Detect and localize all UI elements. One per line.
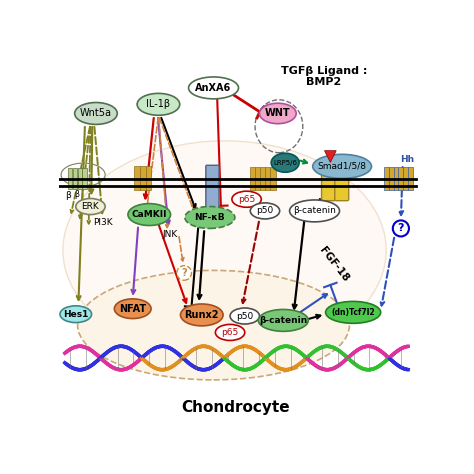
FancyBboxPatch shape bbox=[403, 167, 408, 190]
Ellipse shape bbox=[177, 265, 191, 280]
FancyBboxPatch shape bbox=[398, 167, 403, 190]
FancyBboxPatch shape bbox=[265, 167, 271, 190]
Text: ?: ? bbox=[398, 223, 404, 233]
Text: Wnt5a: Wnt5a bbox=[80, 109, 112, 118]
Text: WNT: WNT bbox=[265, 109, 291, 118]
FancyBboxPatch shape bbox=[146, 166, 152, 190]
FancyBboxPatch shape bbox=[73, 168, 77, 189]
Text: AnXA6: AnXA6 bbox=[195, 83, 232, 93]
Text: p50: p50 bbox=[236, 311, 254, 320]
Text: Runx2: Runx2 bbox=[184, 310, 219, 320]
Text: Smad1/5/8: Smad1/5/8 bbox=[318, 162, 366, 171]
Ellipse shape bbox=[114, 299, 151, 319]
Text: Chondrocyte: Chondrocyte bbox=[181, 400, 290, 415]
Ellipse shape bbox=[393, 220, 409, 237]
Ellipse shape bbox=[75, 102, 117, 124]
FancyBboxPatch shape bbox=[321, 169, 336, 201]
FancyBboxPatch shape bbox=[134, 166, 140, 190]
Text: NF-κB: NF-κB bbox=[194, 213, 225, 222]
FancyBboxPatch shape bbox=[389, 167, 393, 190]
FancyBboxPatch shape bbox=[271, 167, 275, 190]
Ellipse shape bbox=[259, 103, 296, 124]
Text: Hes1: Hes1 bbox=[63, 310, 89, 319]
Ellipse shape bbox=[78, 270, 349, 380]
Text: PI3K: PI3K bbox=[93, 219, 112, 228]
FancyBboxPatch shape bbox=[408, 167, 413, 190]
Ellipse shape bbox=[232, 191, 261, 207]
FancyBboxPatch shape bbox=[68, 168, 73, 189]
FancyBboxPatch shape bbox=[140, 166, 146, 190]
Ellipse shape bbox=[76, 199, 105, 215]
Ellipse shape bbox=[313, 155, 372, 178]
Ellipse shape bbox=[230, 308, 259, 324]
Text: JNK: JNK bbox=[163, 230, 178, 239]
Text: β-catenin: β-catenin bbox=[293, 206, 336, 215]
Text: Hh: Hh bbox=[401, 155, 415, 164]
Ellipse shape bbox=[189, 77, 238, 99]
Text: β: β bbox=[74, 191, 79, 200]
Text: CaMKII: CaMKII bbox=[131, 210, 167, 219]
FancyBboxPatch shape bbox=[335, 169, 349, 201]
Ellipse shape bbox=[271, 153, 299, 172]
Ellipse shape bbox=[290, 200, 339, 222]
Ellipse shape bbox=[63, 141, 386, 360]
Text: NFAT: NFAT bbox=[119, 304, 146, 314]
Ellipse shape bbox=[326, 301, 381, 323]
Text: β: β bbox=[65, 191, 71, 200]
Text: (dn)Tcf7l2: (dn)Tcf7l2 bbox=[331, 308, 375, 317]
Ellipse shape bbox=[250, 203, 280, 219]
FancyBboxPatch shape bbox=[78, 168, 82, 189]
Ellipse shape bbox=[60, 306, 91, 323]
Text: ERK: ERK bbox=[82, 202, 100, 211]
FancyBboxPatch shape bbox=[393, 167, 398, 190]
Ellipse shape bbox=[128, 204, 171, 226]
Text: LRP5/6: LRP5/6 bbox=[273, 160, 297, 166]
Text: β-catenin: β-catenin bbox=[259, 316, 308, 325]
Text: p65: p65 bbox=[238, 195, 255, 204]
Text: IL-1β: IL-1β bbox=[146, 100, 171, 109]
Ellipse shape bbox=[185, 207, 235, 228]
FancyBboxPatch shape bbox=[206, 165, 219, 210]
FancyBboxPatch shape bbox=[260, 167, 265, 190]
Text: p50: p50 bbox=[256, 206, 273, 215]
FancyBboxPatch shape bbox=[384, 167, 389, 190]
Text: TGFβ Ligand :: TGFβ Ligand : bbox=[281, 66, 367, 76]
Text: FGF-18: FGF-18 bbox=[318, 245, 351, 283]
FancyBboxPatch shape bbox=[255, 167, 260, 190]
Text: p65: p65 bbox=[221, 328, 239, 337]
Ellipse shape bbox=[258, 310, 308, 331]
FancyBboxPatch shape bbox=[250, 167, 255, 190]
FancyBboxPatch shape bbox=[82, 168, 87, 189]
Text: BMP2: BMP2 bbox=[306, 77, 341, 87]
Ellipse shape bbox=[215, 324, 245, 340]
Text: ?: ? bbox=[182, 268, 187, 278]
Ellipse shape bbox=[181, 304, 223, 326]
Polygon shape bbox=[325, 151, 336, 163]
Ellipse shape bbox=[137, 93, 180, 115]
